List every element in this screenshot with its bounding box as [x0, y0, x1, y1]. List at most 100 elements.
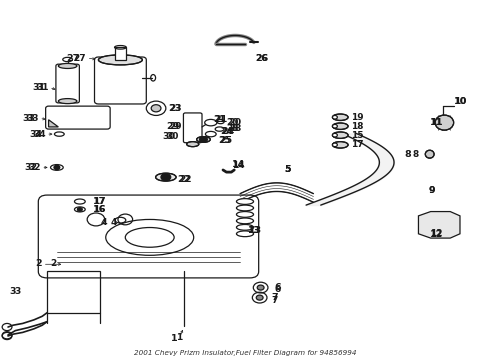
Text: 19: 19	[351, 113, 364, 122]
Ellipse shape	[425, 150, 434, 158]
Text: 6: 6	[274, 283, 281, 292]
Text: 2: 2	[36, 259, 42, 268]
Text: 10: 10	[454, 97, 467, 106]
Ellipse shape	[332, 143, 337, 147]
FancyBboxPatch shape	[95, 57, 147, 104]
Ellipse shape	[237, 205, 253, 211]
Text: 3: 3	[15, 287, 21, 296]
Polygon shape	[49, 120, 58, 127]
Text: 33: 33	[23, 114, 36, 123]
Ellipse shape	[237, 225, 253, 230]
Ellipse shape	[332, 123, 348, 130]
Text: 20: 20	[228, 118, 241, 127]
Text: 32: 32	[24, 163, 37, 172]
Ellipse shape	[332, 132, 348, 138]
Text: 30: 30	[167, 132, 179, 141]
Text: 28: 28	[226, 123, 239, 132]
Text: 21: 21	[214, 115, 227, 124]
Text: 26: 26	[255, 54, 267, 63]
Text: 32: 32	[28, 163, 41, 172]
Circle shape	[54, 165, 60, 170]
Text: 16: 16	[93, 205, 105, 214]
Text: 24: 24	[220, 127, 233, 136]
FancyBboxPatch shape	[46, 106, 110, 129]
Ellipse shape	[237, 199, 253, 204]
Text: 2: 2	[50, 259, 56, 268]
Text: 9: 9	[428, 186, 435, 195]
Ellipse shape	[187, 141, 199, 147]
Circle shape	[256, 295, 263, 300]
Text: 31: 31	[32, 83, 46, 92]
Ellipse shape	[332, 116, 337, 119]
Text: 31: 31	[36, 83, 49, 92]
Ellipse shape	[435, 115, 454, 130]
Text: 7: 7	[272, 296, 278, 305]
Ellipse shape	[237, 231, 253, 237]
Circle shape	[77, 208, 82, 211]
Ellipse shape	[237, 218, 253, 224]
Text: 23: 23	[168, 104, 181, 113]
Circle shape	[161, 174, 171, 181]
Text: 17: 17	[93, 197, 106, 206]
Circle shape	[257, 285, 264, 290]
Text: 18: 18	[351, 122, 364, 131]
Circle shape	[151, 105, 161, 112]
FancyBboxPatch shape	[38, 195, 259, 278]
Text: 15: 15	[351, 131, 364, 140]
Text: 12: 12	[430, 229, 442, 238]
Text: 5: 5	[284, 165, 291, 174]
Text: 3: 3	[10, 287, 16, 296]
Text: 13: 13	[247, 226, 260, 235]
Ellipse shape	[58, 63, 77, 68]
Ellipse shape	[237, 212, 253, 217]
Ellipse shape	[332, 134, 337, 137]
Ellipse shape	[332, 141, 348, 148]
Text: 29: 29	[169, 122, 181, 131]
Text: 1: 1	[176, 333, 182, 342]
FancyBboxPatch shape	[183, 113, 202, 143]
Text: 8: 8	[404, 150, 411, 159]
Text: 17: 17	[93, 197, 105, 206]
Text: 17: 17	[351, 140, 364, 149]
Text: 14: 14	[232, 161, 245, 170]
Text: 2001 Chevy Prizm Insulator,Fuel Filter Diagram for 94856994: 2001 Chevy Prizm Insulator,Fuel Filter D…	[134, 350, 356, 356]
Text: 7: 7	[272, 293, 278, 302]
Text: 12: 12	[430, 230, 443, 239]
Text: 16: 16	[93, 205, 106, 214]
Bar	[47, 271, 100, 313]
Text: 33: 33	[26, 114, 39, 123]
Text: 10: 10	[454, 96, 466, 105]
Text: 20: 20	[226, 118, 239, 127]
Ellipse shape	[58, 99, 77, 104]
Text: 27: 27	[67, 54, 80, 63]
Text: 6: 6	[274, 285, 281, 294]
Text: 25: 25	[218, 136, 231, 145]
Text: 4: 4	[111, 218, 117, 227]
Text: 11: 11	[430, 118, 443, 127]
Text: 9: 9	[428, 186, 435, 195]
Text: 11: 11	[430, 118, 442, 127]
Text: 25: 25	[220, 136, 233, 145]
Ellipse shape	[156, 173, 176, 181]
Text: 1: 1	[171, 334, 177, 343]
Text: 22: 22	[179, 175, 192, 184]
Bar	[115, 47, 126, 60]
Circle shape	[199, 136, 207, 142]
Text: 5: 5	[284, 165, 291, 174]
Text: 21: 21	[213, 115, 226, 124]
Ellipse shape	[332, 125, 337, 128]
Ellipse shape	[196, 136, 210, 142]
Text: 14: 14	[232, 161, 245, 170]
Text: 24: 24	[221, 127, 235, 136]
Text: 5: 5	[284, 165, 291, 174]
Text: 22: 22	[177, 175, 191, 184]
Ellipse shape	[98, 55, 143, 65]
Text: 27: 27	[74, 54, 86, 63]
Text: 28: 28	[228, 123, 241, 132]
FancyBboxPatch shape	[56, 64, 79, 103]
Text: 30: 30	[163, 132, 175, 141]
Ellipse shape	[332, 114, 348, 121]
Text: 29: 29	[166, 122, 179, 131]
Text: 34: 34	[29, 130, 43, 139]
Text: 13: 13	[249, 226, 262, 235]
